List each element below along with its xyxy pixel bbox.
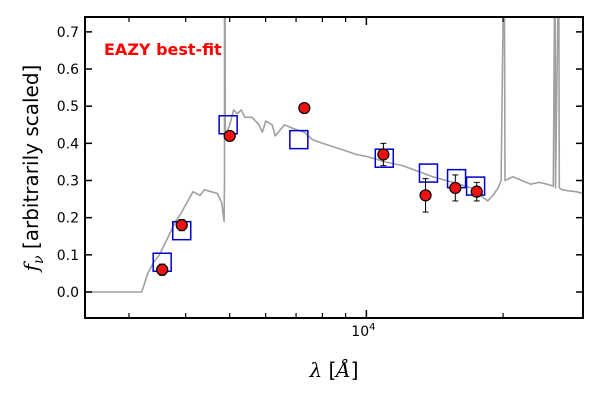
observed-point [223,129,236,143]
observed-point [377,148,390,161]
observed-point [156,263,169,276]
observed-point [470,185,483,198]
template-line [85,17,583,293]
axis-ticks [85,17,583,318]
y-tick-label: 0.6 [57,62,79,78]
y-tick-label: 0.5 [57,99,79,115]
x-axis-label: λ [Å] [308,357,358,382]
x-tick-label: 104 [351,322,375,340]
y-tick-label: 0.0 [57,285,79,301]
observed-point [175,218,188,232]
y-tick-label: 0.2 [57,211,79,227]
y-tick-label: 0.4 [57,136,79,152]
model-point [289,129,309,150]
observed-point [449,181,462,195]
observed-point [298,101,311,115]
model-point [418,163,439,183]
y-axis-label: fν [arbitrarily scaled] [19,65,47,274]
observed-point [419,189,432,202]
plot-area [85,17,583,293]
y-tick-label: 0.7 [57,25,79,41]
chart-annotation: EAZY best-fit [104,40,222,59]
y-tick-label: 0.3 [57,174,79,190]
plot-frame [84,16,584,319]
tick-labels: 0.0 0.1 0.2 0.3 0.4 0.5 0.6 0.7 104 [57,25,376,340]
y-tick-label: 0.1 [57,248,79,264]
